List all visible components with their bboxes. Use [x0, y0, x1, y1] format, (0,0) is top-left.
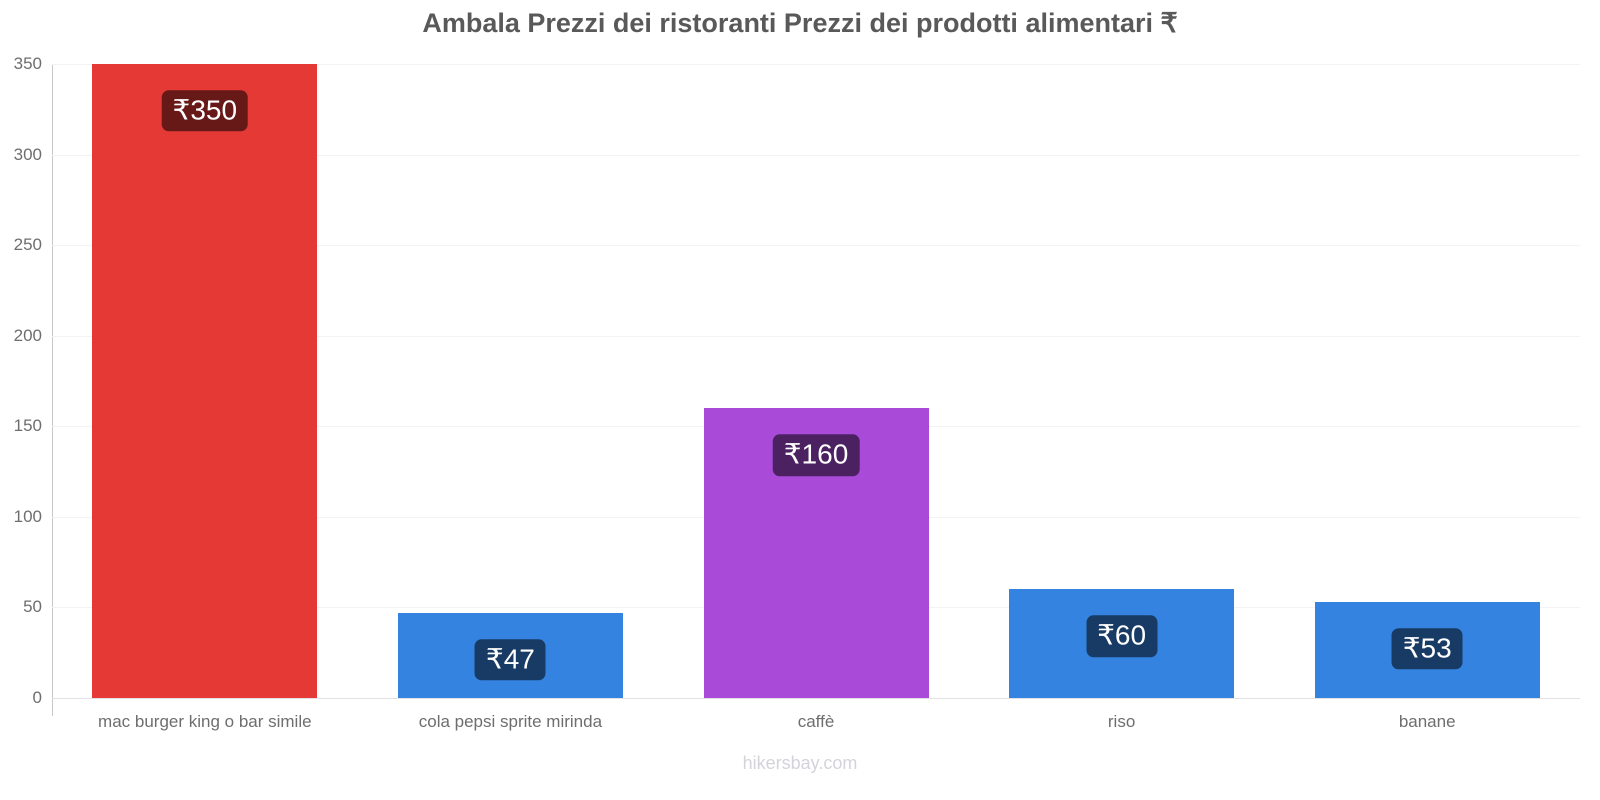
y-axis-tick-label: 200 [13, 325, 42, 345]
x-axis-category-label: riso [1107, 712, 1136, 731]
y-axis-tick-label: 250 [13, 235, 42, 255]
y-axis-tick-label: 50 [23, 597, 42, 617]
x-axis-category-label: caffè [797, 712, 835, 731]
plot-area [52, 64, 1580, 699]
bar-value-label: ₹53 [1391, 628, 1463, 670]
gridline [52, 64, 1580, 65]
x-axis-category-label: banane [1398, 712, 1456, 731]
x-axis-category-label: mac burger king o bar simile [98, 712, 312, 731]
y-axis-tick-label: 0 [32, 688, 42, 707]
gridline [52, 154, 1580, 156]
bar-value-label: ₹350 [161, 90, 249, 132]
x-axis-category-label: cola pepsi sprite mirinda [418, 712, 603, 731]
bar[interactable] [92, 64, 318, 698]
gridline [52, 245, 1580, 247]
y-axis-tick-label: 300 [13, 144, 42, 164]
gridline [52, 335, 1580, 337]
y-axis-tick-label: 150 [13, 416, 42, 436]
footer-watermark: hikersbay.com [742, 753, 858, 773]
bar-value-label: ₹60 [1086, 615, 1158, 658]
y-axis-tick-label: 100 [13, 506, 42, 526]
y-axis-tick-labels: 0 50 100 150 200 250 300 350 [0, 0, 42, 800]
y-axis-tick-label: 350 [13, 54, 42, 73]
chart-title: Ambala Prezzi dei ristoranti Prezzi dei … [422, 8, 1178, 38]
y-axis-line [52, 64, 53, 716]
gridline [52, 698, 1580, 699]
bar-value-label: ₹47 [474, 639, 546, 681]
bar-value-label: ₹160 [772, 434, 860, 476]
